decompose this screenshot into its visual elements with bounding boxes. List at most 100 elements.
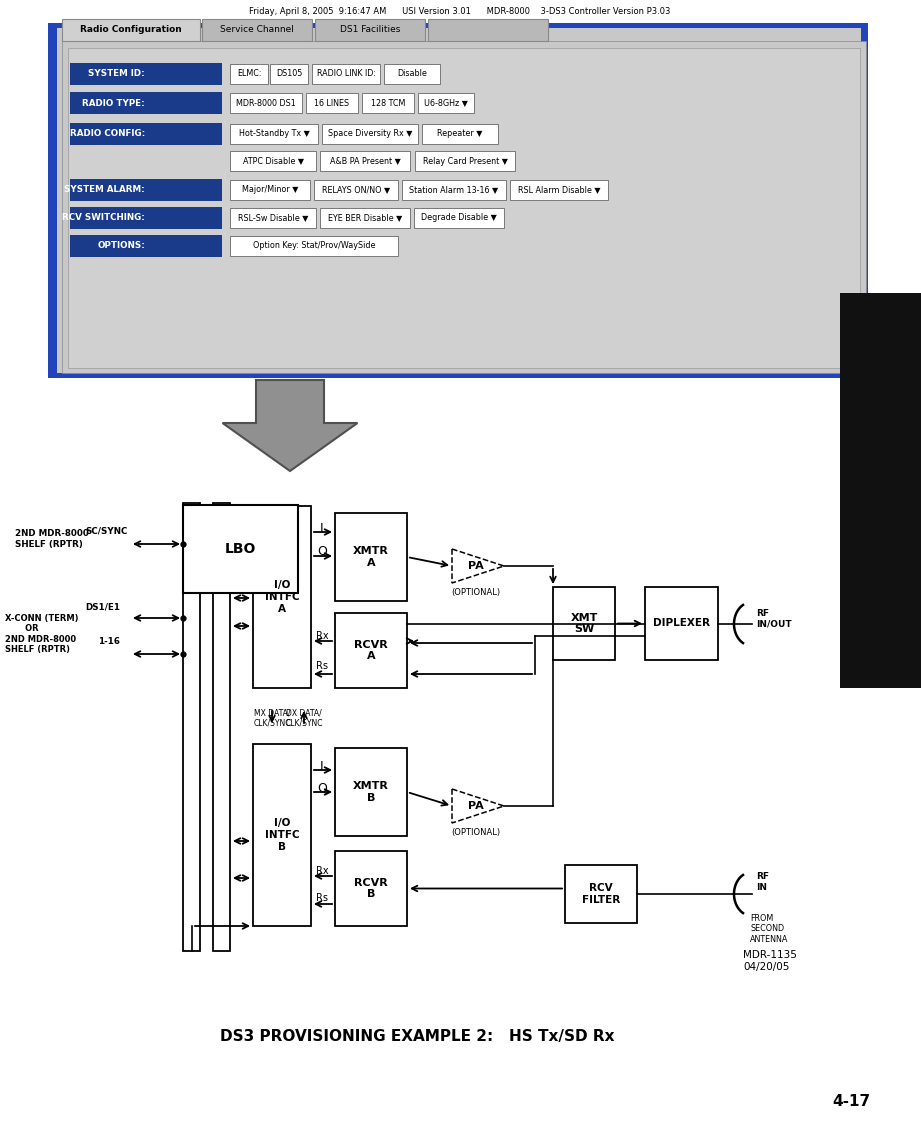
- Bar: [230, 93, 302, 112]
- Text: (OPTIONAL): (OPTIONAL): [451, 588, 500, 598]
- Bar: [48, 23, 868, 378]
- Bar: [253, 744, 311, 926]
- Bar: [230, 179, 310, 200]
- Bar: [68, 48, 860, 368]
- Text: Space Diversity Rx ▼: Space Diversity Rx ▼: [328, 130, 413, 139]
- Bar: [70, 235, 222, 257]
- Text: Rs: Rs: [316, 661, 328, 671]
- Bar: [335, 513, 407, 601]
- Text: FROM
SECOND
ANTENNA: FROM SECOND ANTENNA: [750, 914, 788, 944]
- Text: Degrade Disable ▼: Degrade Disable ▼: [421, 214, 496, 223]
- Text: Friday, April 8, 2005  9:16:47 AM      USI Version 3.01      MDR-8000    3-DS3 C: Friday, April 8, 2005 9:16:47 AM USI Ver…: [250, 7, 670, 16]
- Text: LBO: LBO: [225, 542, 256, 556]
- Text: RF
IN/OUT: RF IN/OUT: [756, 609, 792, 628]
- Text: Service Channel: Service Channel: [220, 25, 294, 34]
- Text: 4-17: 4-17: [832, 1094, 870, 1109]
- Text: Rx: Rx: [316, 630, 328, 641]
- Text: 16 LINES: 16 LINES: [314, 99, 350, 108]
- Text: XMTR
A: XMTR A: [353, 546, 389, 568]
- Text: MDR-8000 DS1: MDR-8000 DS1: [236, 99, 296, 108]
- Text: RADIO TYPE:: RADIO TYPE:: [82, 99, 145, 108]
- Text: PA: PA: [468, 801, 484, 811]
- Bar: [70, 62, 222, 85]
- Bar: [840, 293, 921, 688]
- Polygon shape: [452, 549, 504, 583]
- Bar: [70, 123, 222, 145]
- Text: Repeater ▼: Repeater ▼: [437, 130, 483, 139]
- Bar: [320, 208, 410, 228]
- Bar: [384, 64, 440, 84]
- Text: I/O
INTFC
B: I/O INTFC B: [264, 818, 299, 852]
- Text: I: I: [321, 521, 324, 535]
- Bar: [314, 179, 398, 200]
- Text: OPTIONS:: OPTIONS:: [97, 242, 145, 251]
- Bar: [315, 19, 425, 41]
- Bar: [230, 208, 316, 228]
- Text: DX DATA/
CLK/SYNC: DX DATA/ CLK/SYNC: [286, 708, 322, 727]
- Bar: [230, 236, 398, 256]
- Text: Radio Configuration: Radio Configuration: [80, 25, 181, 34]
- Text: MX DATA/
CLK/SYNC: MX DATA/ CLK/SYNC: [253, 708, 291, 727]
- Text: RELAYS ON/NO ▼: RELAYS ON/NO ▼: [322, 185, 391, 194]
- Bar: [553, 587, 615, 660]
- Text: RCVR
A: RCVR A: [355, 640, 388, 661]
- Bar: [62, 19, 200, 41]
- Text: ELMC:: ELMC:: [237, 69, 262, 78]
- Bar: [230, 151, 316, 172]
- Bar: [335, 851, 407, 926]
- Text: 1-16: 1-16: [98, 637, 120, 646]
- Bar: [418, 93, 474, 112]
- Text: Rs: Rs: [316, 893, 328, 903]
- Bar: [202, 19, 312, 41]
- Bar: [183, 503, 200, 951]
- Text: Option Key: Stat/Prov/WaySide: Option Key: Stat/Prov/WaySide: [252, 242, 375, 251]
- Text: RF
IN: RF IN: [756, 872, 769, 892]
- Bar: [230, 124, 318, 144]
- Text: X-CONN (TERM)
       OR
2ND MDR-8000
SHELF (RPTR): X-CONN (TERM) OR 2ND MDR-8000 SHELF (RPT…: [5, 613, 78, 654]
- Bar: [312, 64, 380, 84]
- Text: RSL Alarm Disable ▼: RSL Alarm Disable ▼: [518, 185, 600, 194]
- Text: RCV SWITCHING:: RCV SWITCHING:: [62, 214, 145, 223]
- Text: Q: Q: [317, 782, 327, 794]
- Text: PA: PA: [468, 561, 484, 571]
- Bar: [422, 124, 498, 144]
- Text: Relay Card Present ▼: Relay Card Present ▼: [423, 157, 507, 166]
- Polygon shape: [223, 381, 357, 471]
- Text: EYE BER Disable ▼: EYE BER Disable ▼: [328, 214, 402, 223]
- Text: DS1 Facilities: DS1 Facilities: [340, 25, 401, 34]
- Text: (OPTIONAL): (OPTIONAL): [451, 828, 500, 837]
- Bar: [70, 179, 222, 201]
- Text: RCVR
B: RCVR B: [355, 878, 388, 900]
- Bar: [565, 864, 637, 922]
- Bar: [415, 151, 515, 172]
- Bar: [306, 93, 358, 112]
- Bar: [414, 208, 504, 228]
- Text: Q: Q: [317, 544, 327, 558]
- Text: SYSTEM ID:: SYSTEM ID:: [88, 69, 145, 78]
- Text: DS3 PROVISIONING EXAMPLE 2:   HS Tx/SD Rx: DS3 PROVISIONING EXAMPLE 2: HS Tx/SD Rx: [220, 1028, 614, 1044]
- Bar: [510, 179, 608, 200]
- Bar: [213, 503, 230, 951]
- Text: RADIO CONFIG:: RADIO CONFIG:: [70, 130, 145, 139]
- Bar: [428, 19, 548, 41]
- Bar: [645, 587, 718, 660]
- Bar: [70, 207, 222, 229]
- Bar: [230, 64, 268, 84]
- Bar: [183, 506, 298, 593]
- Text: DIPLEXER: DIPLEXER: [653, 618, 710, 628]
- Text: SYSTEM ALARM:: SYSTEM ALARM:: [64, 185, 145, 194]
- Text: DS105: DS105: [275, 69, 302, 78]
- Text: 128 TCM: 128 TCM: [371, 99, 405, 108]
- Bar: [335, 747, 407, 836]
- Bar: [322, 124, 418, 144]
- Bar: [402, 179, 506, 200]
- Text: XMT
SW: XMT SW: [570, 612, 598, 634]
- Polygon shape: [452, 790, 504, 822]
- Bar: [362, 93, 414, 112]
- Bar: [335, 613, 407, 688]
- Text: RADIO LINK ID:: RADIO LINK ID:: [317, 69, 376, 78]
- Text: MDR-1135
04/20/05: MDR-1135 04/20/05: [743, 950, 797, 971]
- Text: ATPC Disable ▼: ATPC Disable ▼: [242, 157, 304, 166]
- Text: Hot-Standby Tx ▼: Hot-Standby Tx ▼: [239, 130, 309, 139]
- Text: SC/SYNC: SC/SYNC: [86, 527, 128, 536]
